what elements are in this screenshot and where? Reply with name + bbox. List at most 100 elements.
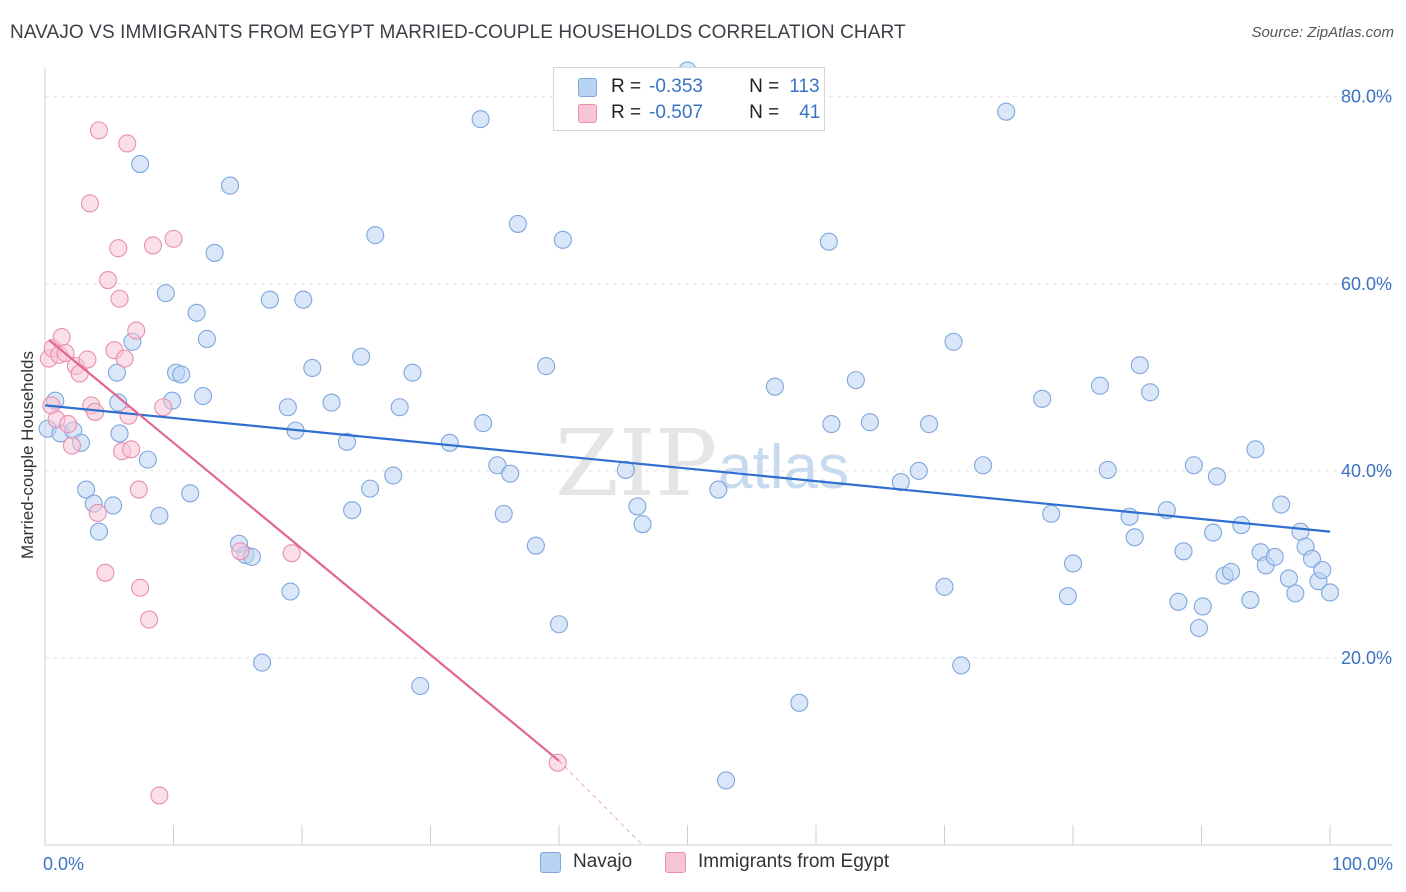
legend-row-navajo: R = -0.353 N = 113 — [578, 74, 820, 100]
navajo-point — [156, 284, 175, 303]
navajo-trend-line — [44, 404, 1331, 533]
egypt-point — [548, 753, 567, 772]
legend-r-label: R = — [611, 76, 642, 97]
navajo-point — [403, 363, 422, 382]
navajo-swatch-icon — [540, 851, 561, 873]
navajo-point — [1246, 440, 1265, 459]
navajo-point — [150, 506, 169, 525]
egypt-trend-line — [48, 339, 560, 762]
navajo-swatch-icon — [578, 77, 597, 97]
navajo-point — [765, 377, 784, 396]
legend-row-egypt: R = -0.507 N = 41 — [578, 100, 820, 126]
egypt-point — [143, 236, 162, 255]
navajo-point — [1207, 467, 1226, 486]
chart-source: Source: ZipAtlas.com — [1251, 24, 1394, 41]
navajo-point — [281, 582, 300, 601]
navajo-point — [1286, 584, 1305, 603]
navajo-point — [944, 332, 963, 351]
egypt-point — [62, 436, 82, 455]
navajo-point — [488, 456, 507, 475]
navajo-point — [1042, 504, 1061, 523]
navajo-point — [303, 358, 322, 378]
legend-r-value: -0.353 — [649, 76, 703, 97]
legend-item-navajo[interactable]: Navajo — [540, 851, 632, 873]
navajo-point — [110, 424, 129, 443]
y-axis-label: Married-couple Households — [18, 351, 37, 559]
navajo-point — [549, 615, 569, 634]
navajo-point — [1058, 587, 1077, 606]
navajo-point — [1222, 562, 1241, 581]
navajo-point — [1320, 583, 1340, 602]
navajo-point — [1313, 560, 1332, 580]
egypt-point — [282, 544, 301, 563]
legend-item-egypt[interactable]: Immigrants from Egypt — [665, 851, 889, 873]
navajo-point — [172, 365, 191, 384]
egypt-trend-extension — [558, 760, 643, 846]
navajo-point — [997, 102, 1016, 121]
egypt-point — [109, 239, 128, 258]
legend-n-value: 113 — [789, 76, 820, 97]
chart-title: NAVAJO VS IMMIGRANTS FROM EGYPT MARRIED-… — [10, 22, 906, 43]
series-legend: Navajo Immigrants from Egypt — [0, 851, 1406, 877]
navajo-point — [384, 466, 403, 485]
navajo-point — [131, 155, 150, 174]
x-tick-label: 0.0% — [43, 854, 84, 874]
egypt-point — [154, 398, 173, 417]
x-tick-label: 100.0% — [1332, 854, 1393, 874]
y-tick-label: 20.0% — [1341, 648, 1392, 668]
navajo-point — [1063, 554, 1083, 573]
y-tick-label: 40.0% — [1341, 461, 1392, 481]
egypt-point — [118, 134, 137, 153]
navajo-point — [633, 515, 652, 534]
navajo-points — [38, 61, 1340, 790]
navajo-point — [1169, 592, 1188, 611]
navajo-point — [1130, 356, 1149, 375]
navajo-point — [138, 450, 157, 469]
navajo-point — [260, 290, 279, 309]
legend-r-label: R = — [611, 102, 642, 123]
axes-layer — [44, 68, 1392, 846]
navajo-point — [294, 290, 313, 309]
navajo-point — [253, 653, 272, 672]
egypt-point — [98, 270, 118, 290]
navajo-point — [1193, 597, 1212, 616]
navajo-point — [471, 110, 490, 129]
navajo-point — [716, 771, 736, 790]
navajo-point — [1141, 383, 1160, 402]
egypt-point — [150, 786, 169, 805]
navajo-point — [935, 577, 954, 596]
navajo-point — [107, 363, 127, 382]
navajo-point — [1174, 542, 1193, 561]
navajo-point — [197, 329, 216, 349]
egypt-point — [164, 229, 183, 248]
egypt-point — [78, 350, 97, 369]
navajo-point — [352, 347, 371, 366]
tick-labels: 20.0% 40.0% 60.0% 80.0% 0.0% 100.0% — [43, 87, 1393, 874]
navajo-point — [181, 484, 200, 503]
navajo-point — [1184, 456, 1203, 475]
egypt-point — [115, 349, 134, 368]
navajo-point — [220, 176, 240, 195]
navajo-point — [1279, 569, 1298, 588]
navajo-point — [846, 371, 865, 390]
egypt-point — [129, 480, 148, 499]
navajo-point — [322, 393, 341, 412]
egypt-point — [96, 563, 115, 582]
egypt-point — [89, 121, 109, 140]
navajo-point — [1189, 618, 1208, 638]
navajo-point — [553, 230, 572, 249]
navajo-point — [278, 398, 297, 417]
navajo-point — [109, 393, 128, 412]
egypt-point — [122, 440, 141, 459]
legend-label-egypt: Immigrants from Egypt — [698, 851, 890, 872]
egypt-point — [80, 194, 100, 213]
legend-r-value: -0.507 — [649, 102, 703, 123]
navajo-point — [501, 464, 520, 483]
y-tick-label: 80.0% — [1341, 87, 1392, 107]
navajo-point — [187, 303, 206, 322]
navajo-point — [819, 232, 838, 251]
navajo-point — [474, 414, 493, 433]
navajo-point — [1204, 523, 1223, 542]
navajo-point — [1241, 590, 1260, 609]
navajo-point — [1090, 376, 1110, 395]
